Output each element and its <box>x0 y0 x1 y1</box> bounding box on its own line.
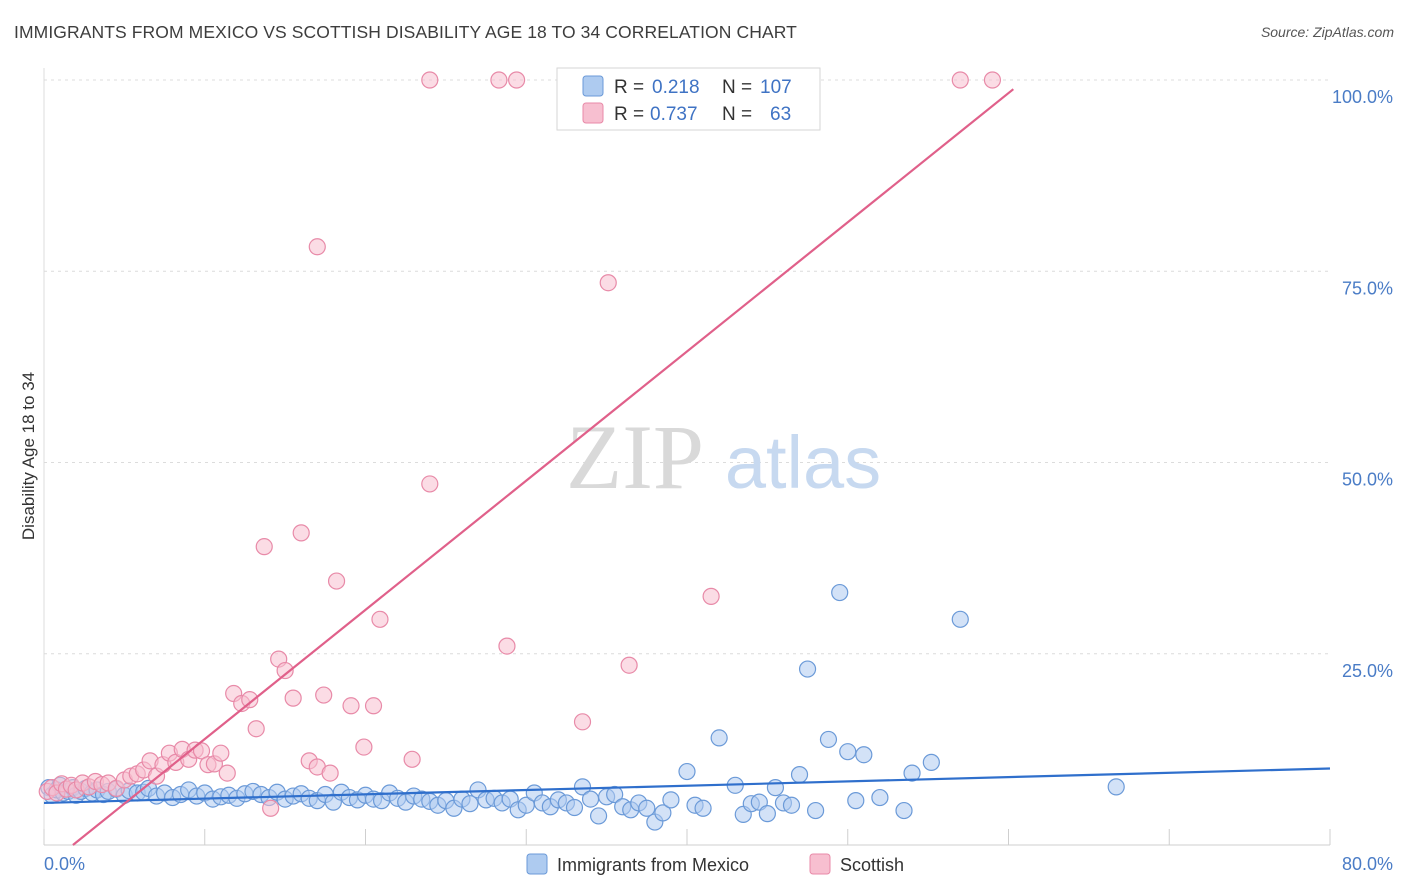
point-mexico-72 <box>565 798 584 817</box>
y-tick-label-2: 50.0% <box>1342 470 1393 490</box>
point-scottish-48 <box>371 610 389 628</box>
point-mexico-103 <box>847 792 865 810</box>
point-mexico-98 <box>798 660 817 678</box>
point-mexico-74 <box>581 790 600 808</box>
series-immigrants-from-mexico <box>40 583 1125 831</box>
point-scottish-59 <box>702 587 720 605</box>
legend-n-label-pink: N = <box>722 104 752 125</box>
point-mexico-84 <box>662 791 680 809</box>
point-mexico-93 <box>758 805 776 823</box>
point-scottish-29 <box>218 764 236 782</box>
point-scottish-39 <box>292 524 310 542</box>
y-axis-label: Disability Age 18 to 34 <box>19 372 38 540</box>
point-mexico-107 <box>903 764 921 782</box>
point-mexico-83 <box>654 804 672 822</box>
point-mexico-99 <box>806 801 825 820</box>
point-mexico-108 <box>922 753 940 771</box>
legend-n-value-blue: 107 <box>760 77 792 98</box>
point-scottish-46 <box>355 738 373 756</box>
point-mexico-88 <box>710 729 728 747</box>
y-tick-label-0: 100.0% <box>1332 87 1393 107</box>
legend-swatch-pink <box>582 102 604 124</box>
chart-source: Source: ZipAtlas.com <box>1260 24 1394 40</box>
point-mexico-106 <box>895 801 913 820</box>
legend-r-label-pink: R = <box>614 104 644 125</box>
point-scottish-33 <box>247 720 265 738</box>
y-axis-ticks: 100.0% 75.0% 50.0% 25.0% <box>1332 87 1393 681</box>
point-scottish-37 <box>276 661 294 680</box>
point-scottish-34 <box>255 538 273 556</box>
point-scottish-32 <box>241 691 259 709</box>
x-tick-label-1: 80.0% <box>1342 854 1393 874</box>
y-tick-label-3: 25.0% <box>1342 661 1393 681</box>
bottom-legend: Immigrants from Mexico Scottish <box>526 853 904 875</box>
watermark-zip: ZIP <box>566 406 704 508</box>
point-scottish-56 <box>599 274 617 292</box>
point-scottish-38 <box>284 689 302 707</box>
point-mexico-85 <box>678 762 696 781</box>
bottom-legend-label-pink: Scottish <box>840 855 904 875</box>
bottom-legend-swatch-blue <box>526 853 548 875</box>
watermark: ZIP atlas <box>566 406 881 508</box>
chart-title: IMMIGRANTS FROM MEXICO VS SCOTTISH DISAB… <box>14 22 797 42</box>
point-scottish-43 <box>321 764 339 782</box>
trend-lines <box>43 88 1331 846</box>
point-scottish-53 <box>498 637 516 655</box>
point-scottish-60 <box>951 71 969 89</box>
point-scottish-47 <box>364 697 383 715</box>
legend-n-label-blue: N = <box>722 77 752 98</box>
point-mexico-104 <box>855 746 873 764</box>
point-mexico-77 <box>606 785 624 804</box>
point-scottish-55 <box>573 713 592 731</box>
point-mexico-110 <box>1107 778 1125 796</box>
point-scottish-35 <box>262 799 280 817</box>
series-scottish <box>38 71 1002 817</box>
legend-r-value-pink: 0.737 <box>650 104 698 125</box>
point-mexico-100 <box>819 730 838 749</box>
point-mexico-75 <box>589 807 608 825</box>
bottom-legend-swatch-pink <box>809 853 831 875</box>
point-scottish-44 <box>327 572 346 590</box>
point-scottish-61 <box>983 71 1002 89</box>
point-scottish-50 <box>421 71 439 89</box>
point-scottish-62 <box>308 238 326 256</box>
trend-line-scottish <box>72 88 1015 846</box>
point-scottish-57 <box>620 656 638 674</box>
trend-line-mexico <box>43 767 1331 805</box>
x-axis-ticks: 0.0% 80.0% <box>44 854 1393 874</box>
point-mexico-109 <box>951 610 969 628</box>
point-mexico-97 <box>790 766 809 784</box>
point-scottish-49 <box>403 750 421 768</box>
watermark-atlas: atlas <box>725 421 881 504</box>
legend-n-value-pink: 63 <box>770 104 791 125</box>
point-mexico-102 <box>839 743 857 761</box>
point-mexico-94 <box>766 779 785 797</box>
point-mexico-105 <box>871 788 889 807</box>
point-mexico-81 <box>638 799 656 817</box>
y-tick-label-1: 75.0% <box>1342 278 1393 298</box>
point-mexico-101 <box>831 583 849 602</box>
legend-r-label-blue: R = <box>614 77 644 98</box>
point-mexico-87 <box>694 799 712 817</box>
point-scottish-52 <box>490 71 508 89</box>
top-legend: R = 0.218 N = 107 R = 0.737 N = 63 <box>556 67 821 131</box>
legend-swatch-blue <box>582 75 604 97</box>
point-mexico-73 <box>573 778 592 796</box>
legend-r-value-blue: 0.218 <box>652 77 700 98</box>
bottom-legend-label-blue: Immigrants from Mexico <box>557 855 749 875</box>
point-scottish-51 <box>421 475 439 493</box>
point-mexico-59 <box>461 795 479 813</box>
point-scottish-42 <box>315 686 333 704</box>
point-scottish-28 <box>212 744 230 762</box>
point-scottish-54 <box>508 71 526 89</box>
x-tick-label-0: 0.0% <box>44 854 85 874</box>
point-mexico-96 <box>782 796 801 814</box>
grid-lines <box>43 68 1331 846</box>
point-scottish-45 <box>342 697 360 715</box>
